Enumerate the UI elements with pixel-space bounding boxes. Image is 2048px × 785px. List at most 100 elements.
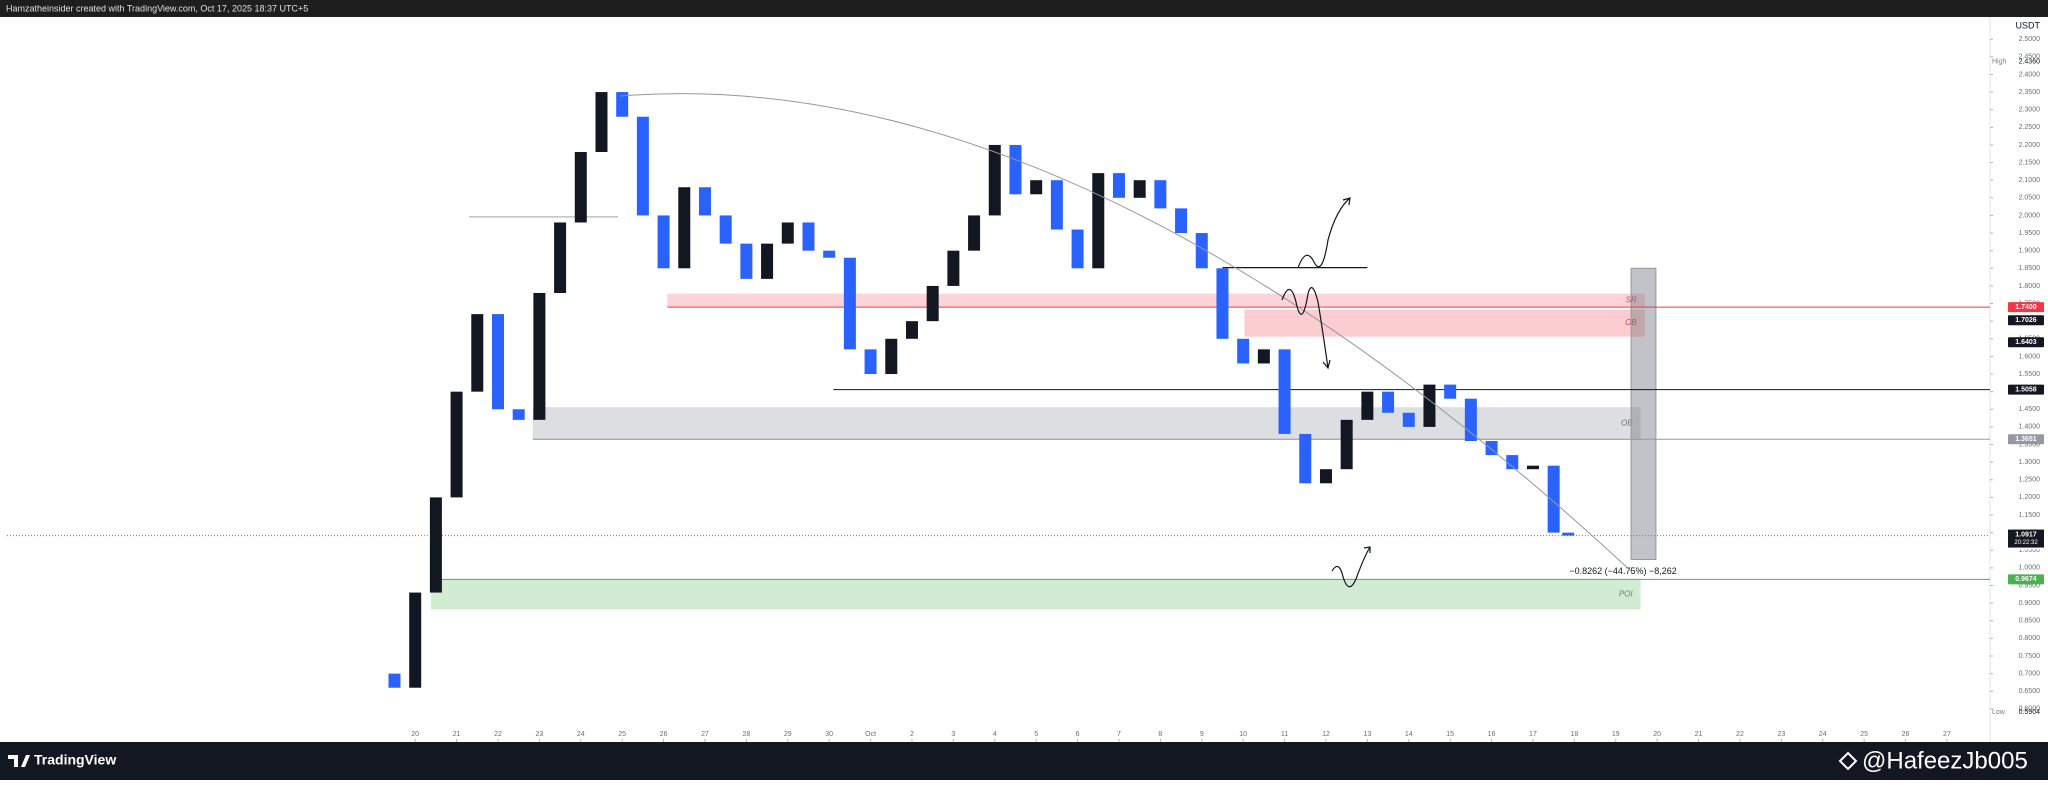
y-tick-label: 0.7500 — [2019, 653, 2041, 660]
y-tick-label: 1.2500 — [2019, 477, 2041, 484]
y-tick-label: 1.5500 — [2019, 371, 2041, 378]
x-tick-label: 14 — [1405, 731, 1413, 738]
x-tick-label: 27 — [701, 731, 709, 738]
candle-body — [1071, 229, 1084, 269]
y-tick-label: 0.7000 — [2019, 670, 2041, 677]
zone-label: OB — [1621, 419, 1633, 428]
candle-body — [988, 144, 1001, 216]
y-tick-label: 1.8500 — [2019, 265, 2041, 272]
y-tick-label: 0.8500 — [2019, 618, 2041, 625]
y-tick-label: 1.2000 — [2019, 494, 2041, 501]
y-tick-label: 1.8000 — [2019, 283, 2041, 290]
candle-body — [802, 222, 815, 251]
x-tick-label: 17 — [1529, 731, 1537, 738]
candle-body — [905, 321, 918, 339]
x-tick-label: 15 — [1446, 731, 1454, 738]
x-tick-label: 11 — [1281, 731, 1288, 738]
candle-body — [781, 222, 794, 244]
high-tag: High — [1992, 59, 2007, 66]
arrow-down — [1281, 287, 1331, 370]
candle-body — [429, 497, 442, 593]
price-label: 1.6403 — [2015, 339, 2037, 346]
candle-body — [1195, 233, 1208, 269]
x-tick-label: 16 — [1488, 731, 1496, 738]
tv-logo — [8, 755, 30, 767]
candle-body — [1402, 412, 1415, 427]
y-tick-label: 1.0000 — [2019, 565, 2041, 572]
candle-body — [1050, 180, 1063, 230]
candle-body — [761, 243, 774, 279]
footer-brand: TradingView — [34, 752, 116, 768]
candle-body — [574, 151, 587, 223]
zone — [667, 293, 1645, 307]
arrow-bounce — [1331, 546, 1371, 588]
y-tick-label: 2.0000 — [2019, 212, 2041, 219]
candle-body — [1526, 465, 1539, 470]
currency: USDT — [2016, 20, 2041, 30]
candle-body — [1154, 180, 1167, 209]
y-tick-label: 2.5000 — [2019, 36, 2041, 43]
candle-body — [1030, 180, 1043, 195]
watermark-icon — [1838, 751, 1858, 771]
x-tick-label: 28 — [742, 731, 750, 738]
price-label-box — [2008, 434, 2044, 445]
candle-body — [1092, 173, 1105, 269]
arrow-up — [1297, 197, 1351, 269]
candle-body — [636, 116, 649, 216]
zone-label: POI — [1619, 590, 1634, 599]
header-text: Hamzatheinsider created with TradingView… — [6, 3, 308, 13]
x-tick-label: 20 — [411, 731, 419, 738]
x-tick-label: 10 — [1239, 731, 1247, 738]
candle-body — [885, 338, 898, 375]
y-tick-label: 2.1500 — [2019, 159, 2041, 166]
x-tick-label: 30 — [825, 731, 833, 738]
candle-body — [1175, 208, 1188, 234]
header-bar — [0, 0, 2048, 17]
y-tick-label: 0.9500 — [2019, 582, 2041, 589]
y-tick-label: 1.3000 — [2019, 459, 2041, 466]
candle-body — [1361, 391, 1374, 420]
x-tick-label: 8 — [1158, 731, 1162, 738]
price-label: 1.5058 — [2015, 386, 2037, 393]
price-label: 1.7400 — [2015, 304, 2037, 311]
candle-body — [947, 250, 960, 286]
high-label: 2.4360 — [2019, 59, 2041, 66]
current-price-box — [2008, 529, 2044, 548]
x-tick-label: 6 — [1076, 731, 1080, 738]
x-tick-label: 18 — [1570, 731, 1578, 738]
candle-body — [1547, 465, 1560, 533]
x-tick-label: 7 — [1117, 731, 1121, 738]
footer-bar — [0, 742, 2048, 780]
x-tick-label: 23 — [535, 731, 543, 738]
current-price-label: 1.0917 — [2015, 531, 2037, 538]
candle-body — [554, 222, 567, 293]
x-tick-label: 4 — [993, 731, 997, 738]
x-tick-label: 24 — [1819, 731, 1827, 738]
candle-body — [864, 349, 877, 375]
candle-body — [1133, 180, 1146, 198]
trend-arc — [619, 93, 1633, 573]
candle-body — [1464, 398, 1477, 442]
x-tick-label: 21 — [453, 731, 461, 738]
y-tick-label: 0.8000 — [2019, 635, 2041, 642]
price-label-box — [2008, 315, 2044, 326]
candle-body — [926, 285, 939, 322]
x-tick-label: 25 — [1860, 731, 1868, 738]
candle-body — [450, 391, 463, 498]
candle-body — [1319, 469, 1332, 484]
zone — [532, 407, 1641, 440]
candle-body — [719, 215, 732, 244]
low-label: 0.5904 — [2019, 709, 2041, 716]
candle-body — [1340, 419, 1353, 470]
price-label: 1.7026 — [2015, 317, 2037, 324]
y-tick-label: 2.0500 — [2019, 195, 2041, 202]
price-label-box — [2008, 574, 2044, 585]
measure-label: −0.8262 (−44.75%) −8,262 — [1569, 566, 1676, 576]
countdown: 20:22:32 — [2014, 540, 2038, 546]
price-label: 0.9674 — [2015, 576, 2037, 583]
x-tick-label: 12 — [1322, 731, 1330, 738]
x-tick-label: 19 — [1612, 731, 1620, 738]
price-label-box — [2008, 384, 2044, 395]
price-label-box — [2008, 337, 2044, 348]
